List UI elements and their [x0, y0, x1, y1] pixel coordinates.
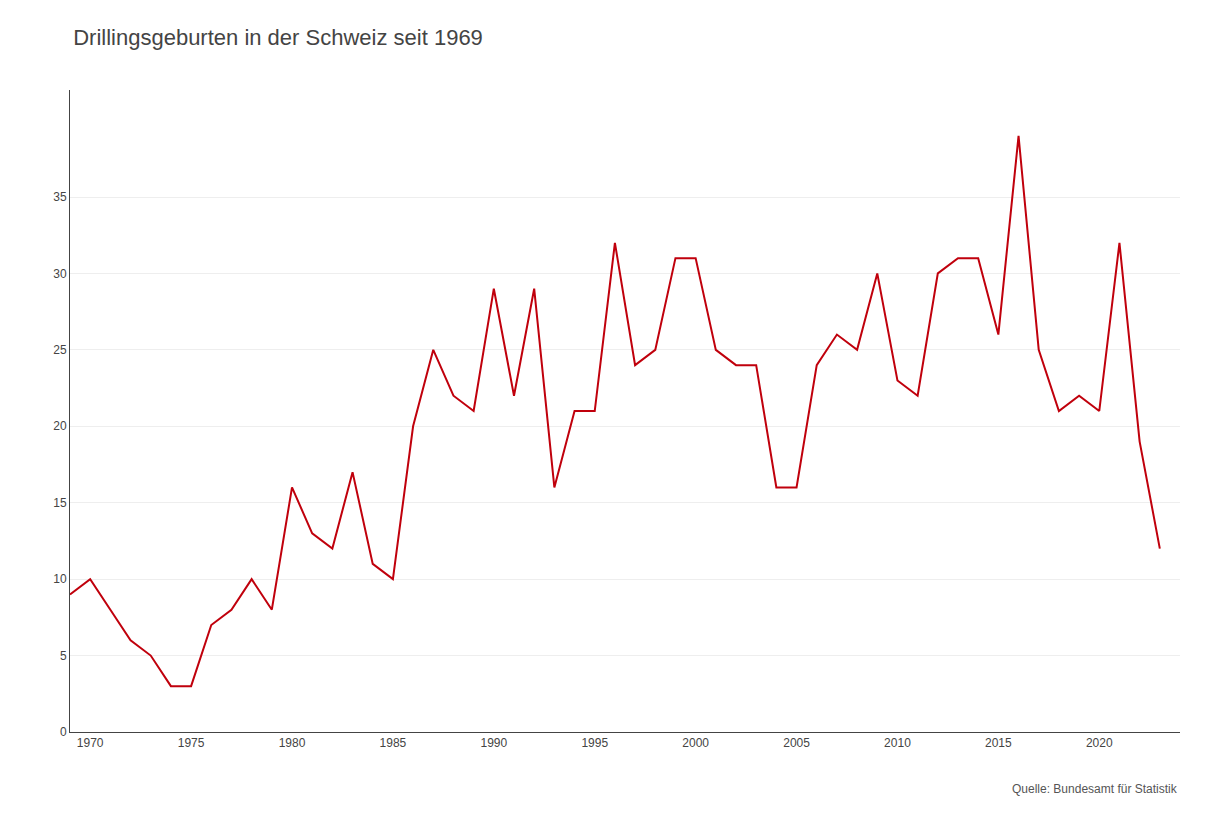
svg-text:20: 20: [53, 419, 67, 433]
svg-text:25: 25: [53, 343, 67, 357]
svg-text:2020: 2020: [1086, 736, 1113, 750]
svg-text:2000: 2000: [682, 736, 709, 750]
svg-text:1970: 1970: [77, 736, 104, 750]
svg-text:Drillingsgeburten in der Schwe: Drillingsgeburten in der Schweiz seit 19…: [73, 25, 483, 50]
svg-text:Quelle: Bundesamt für Statisti: Quelle: Bundesamt für Statistik: [1012, 782, 1178, 796]
svg-text:1985: 1985: [380, 736, 407, 750]
svg-text:1995: 1995: [581, 736, 608, 750]
svg-text:1975: 1975: [178, 736, 205, 750]
svg-text:35: 35: [53, 190, 67, 204]
svg-text:5: 5: [60, 649, 67, 663]
svg-text:2005: 2005: [783, 736, 810, 750]
svg-text:1990: 1990: [480, 736, 507, 750]
svg-text:1980: 1980: [279, 736, 306, 750]
svg-text:0: 0: [60, 725, 67, 739]
svg-text:2015: 2015: [985, 736, 1012, 750]
svg-text:30: 30: [53, 267, 67, 281]
svg-text:2010: 2010: [884, 736, 911, 750]
svg-text:15: 15: [53, 496, 67, 510]
svg-text:10: 10: [53, 572, 67, 586]
